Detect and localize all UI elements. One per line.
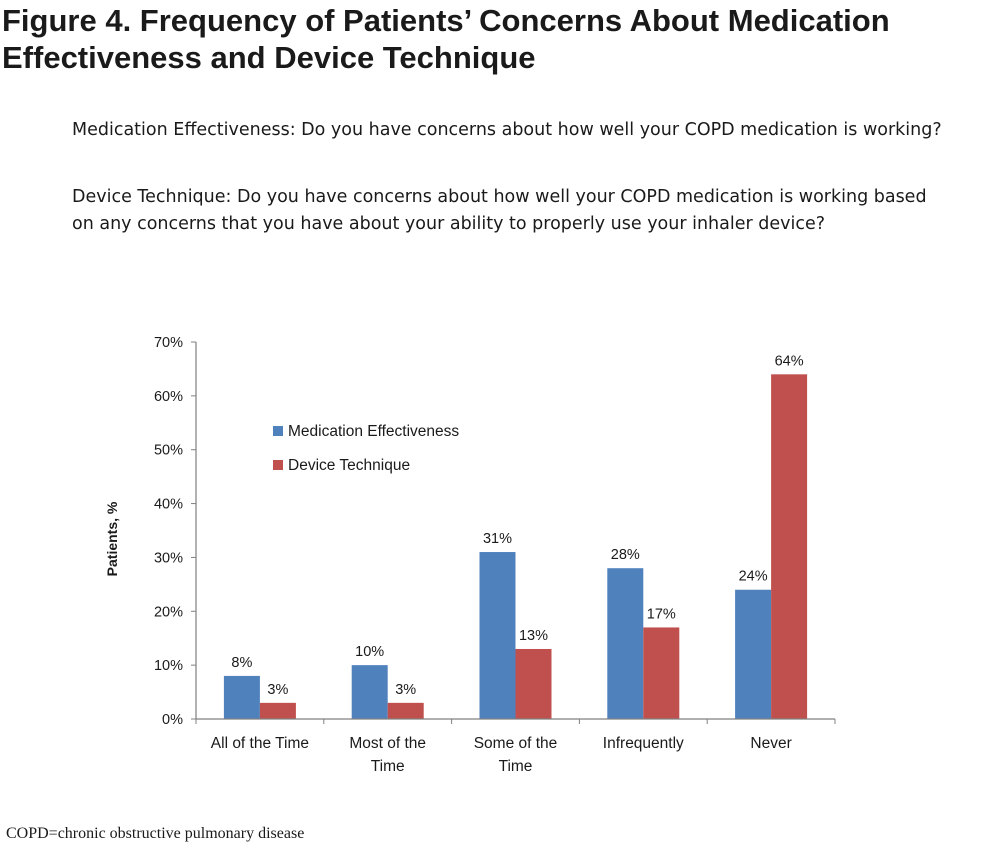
legend-label: Medication Effectiveness	[288, 423, 459, 440]
bar-device-technique	[259, 702, 296, 719]
bar-value-label: 8%	[231, 655, 252, 671]
device-technique-question: Device Technique: Do you have concerns a…	[72, 187, 927, 234]
bar-value-label: 17%	[647, 606, 676, 622]
bar-value-label: 28%	[611, 547, 640, 563]
x-tick-label-line: Time	[371, 758, 405, 775]
x-tick-label: All of the Time	[211, 735, 309, 752]
bar-value-label: 3%	[395, 682, 416, 698]
axes	[195, 342, 836, 724]
bar-device-technique	[387, 702, 424, 719]
medication-effectiveness-question: Medication Effectiveness: Do you have co…	[72, 120, 942, 140]
y-axis-title: Patients, %	[104, 501, 120, 576]
y-tick-label: 60%	[154, 389, 183, 405]
bar-value-label: 24%	[739, 569, 768, 585]
x-tick-label: Some of the Time	[474, 735, 558, 775]
y-tick-label: 20%	[154, 604, 183, 620]
bar-value-label: 64%	[775, 353, 804, 369]
x-tick-label-line: Most of the	[349, 735, 426, 752]
figure-title: Figure 4. Frequency of Patients’ Concern…	[2, 3, 890, 75]
bar-value-label: 13%	[519, 628, 548, 644]
y-tick-label: 0%	[162, 712, 183, 728]
bar-value-label: 31%	[483, 531, 512, 547]
legend-swatch	[273, 460, 283, 470]
x-tick-label-line: Never	[750, 735, 791, 752]
bar-medication-effectiveness	[223, 675, 260, 719]
x-tick-label: Infrequently	[603, 735, 684, 752]
bar-value-labels: 8% 3% 10% 3% 31% 13% 28% 17% 24% 64%	[231, 353, 803, 698]
x-tick-label: Never	[750, 735, 791, 752]
bars	[223, 374, 808, 719]
x-tick-label-line: Some of the	[474, 735, 558, 752]
bar-device-technique	[643, 627, 680, 719]
bar-medication-effectiveness	[735, 589, 772, 719]
bar-medication-effectiveness	[479, 552, 516, 719]
y-axis-ticks: 0% 10% 20% 30% 40% 50% 60% 70%	[154, 335, 196, 728]
bar-medication-effectiveness	[351, 665, 388, 719]
y-tick-label: 50%	[154, 443, 183, 459]
y-tick-label: 10%	[154, 658, 183, 674]
bar-medication-effectiveness	[607, 568, 644, 719]
legend: Medication Effectiveness Device Technique	[273, 423, 459, 474]
x-tick-label-line: Infrequently	[603, 735, 684, 752]
y-tick-label: 40%	[154, 497, 183, 513]
footnote: COPD=chronic obstructive pulmonary disea…	[6, 825, 305, 842]
y-tick-label: 70%	[154, 335, 183, 351]
bar-device-technique	[515, 648, 552, 719]
bar-device-technique	[771, 374, 808, 719]
x-tick-label-line: Time	[499, 758, 533, 775]
bar-value-label: 3%	[267, 682, 288, 698]
legend-label: Device Technique	[288, 457, 410, 474]
x-tick-label-line: All of the Time	[211, 735, 309, 752]
bar-value-label: 10%	[355, 644, 384, 660]
x-tick-label: Most of the Time	[349, 735, 426, 775]
y-tick-label: 30%	[154, 550, 183, 566]
bar-chart: 0% 10% 20% 30% 40% 50% 60% 70% 8% 3% 10% 3% 31% 13% 2…	[104, 335, 836, 775]
legend-swatch	[273, 426, 283, 436]
